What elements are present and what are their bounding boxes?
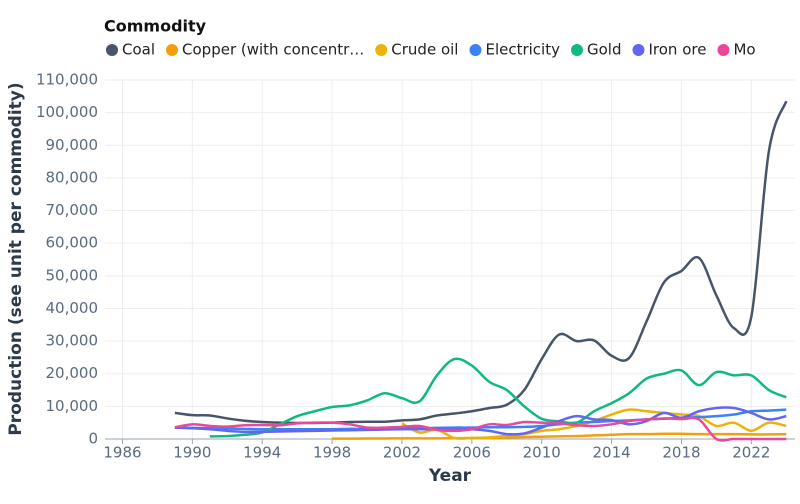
x-tick-label: 2022: [732, 444, 770, 462]
y-tick-label: 70,000: [46, 201, 99, 219]
legend-label: Coal: [122, 41, 155, 59]
x-tick-label: 2002: [383, 444, 421, 462]
y-tick-label: 20,000: [46, 364, 99, 382]
x-tick-label: 2006: [453, 444, 491, 462]
y-tick-label: 50,000: [46, 266, 99, 284]
legend-label: Crude oil: [391, 41, 458, 59]
legend-title: Commodity: [104, 17, 207, 36]
series-line: [174, 100, 788, 425]
series-line: [174, 406, 787, 436]
y-tick-label: 30,000: [46, 332, 99, 350]
legend-marker: [375, 44, 388, 56]
x-tick-label: 2010: [523, 444, 561, 462]
series-line: [174, 416, 787, 442]
legend-marker: [632, 44, 645, 56]
y-axis-title: Production (see unit per commodity): [6, 82, 26, 435]
x-tick-label: 1994: [243, 444, 281, 462]
y-tick-label: 110,000: [36, 71, 98, 89]
y-tick-label: 90,000: [46, 136, 99, 154]
x-tick-label: 2014: [592, 444, 630, 462]
legend-label: Gold: [587, 41, 622, 59]
legend-marker: [469, 44, 482, 56]
y-tick-label: 60,000: [46, 234, 99, 252]
y-tick-label: 40,000: [46, 299, 99, 317]
x-tick-label: 1990: [173, 444, 211, 462]
x-tick-label: 1998: [313, 444, 351, 462]
x-tick-label: 2018: [662, 444, 700, 462]
x-axis-title: Year: [428, 466, 472, 486]
series-line: [209, 357, 787, 438]
y-tick-label: 100,000: [36, 103, 98, 121]
legend-label: Electricity: [485, 41, 560, 59]
legend-marker: [717, 44, 730, 56]
legend-label: Iron ore: [648, 41, 706, 59]
series-line: [332, 432, 787, 440]
y-tick-label: 0: [88, 430, 98, 448]
legend-label: Mo: [733, 41, 755, 59]
y-tick-label: 10,000: [46, 397, 99, 415]
legend-label: Copper (with concentr…: [182, 41, 364, 59]
y-tick-label: 80,000: [46, 168, 99, 186]
legend-marker: [166, 44, 179, 56]
x-tick-label: 1986: [103, 444, 141, 462]
legend-marker: [570, 44, 583, 56]
legend-marker: [106, 44, 118, 56]
